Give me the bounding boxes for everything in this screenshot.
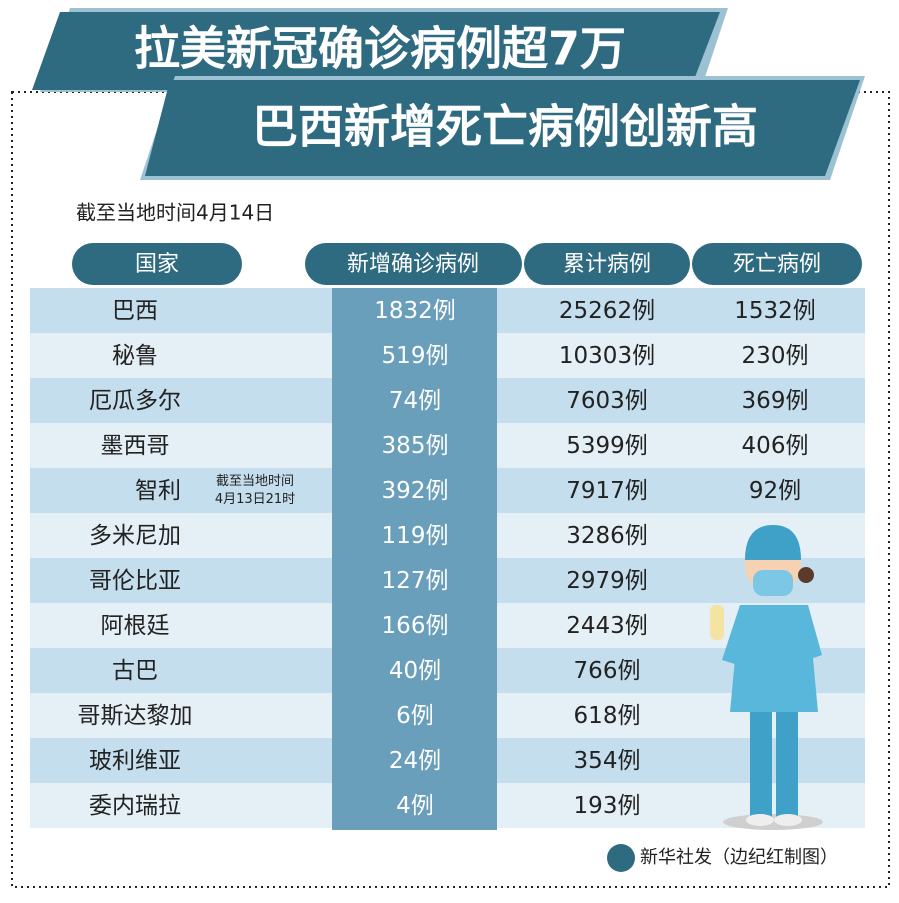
- cell: 2979例: [566, 568, 648, 594]
- header-pill: [692, 243, 862, 285]
- cell: 406例: [742, 433, 809, 459]
- cell: 24例: [389, 748, 441, 774]
- cell: 4例: [396, 793, 434, 819]
- cell: 92例: [749, 478, 801, 504]
- logo: [607, 844, 635, 872]
- cell: 230例: [742, 343, 809, 369]
- header-pill: [72, 243, 242, 285]
- cell: 166例: [382, 613, 449, 639]
- subtitle: 截至当地时间4月14日: [76, 201, 274, 225]
- cell: 1832例: [374, 298, 456, 324]
- banner: [32, 12, 720, 90]
- cell: 392例: [382, 478, 449, 504]
- country: 阿根廷: [101, 613, 170, 639]
- country: 古巴: [112, 658, 158, 684]
- country: 智利: [135, 478, 181, 504]
- cell: 6例: [396, 703, 434, 729]
- country: 秘鲁: [112, 343, 158, 369]
- cell: 1532例: [734, 298, 816, 324]
- cell: 127例: [382, 568, 449, 594]
- note: 截至当地时间: [216, 474, 294, 489]
- header-label: 新增确诊病例: [347, 252, 479, 277]
- cell: 7603例: [566, 388, 648, 414]
- country: 委内瑞拉: [89, 793, 181, 819]
- country: 哥斯达黎加: [78, 703, 193, 729]
- cell: 618例: [574, 703, 641, 729]
- header-label: 国家: [135, 252, 179, 277]
- country: 哥伦比亚: [89, 568, 181, 594]
- cell: 519例: [382, 343, 449, 369]
- country: 多米尼加: [89, 523, 181, 549]
- banner: [145, 80, 860, 176]
- nurse: [710, 525, 823, 830]
- cell: 3286例: [566, 523, 648, 549]
- cell: 385例: [382, 433, 449, 459]
- country: 巴西: [112, 298, 158, 324]
- header-label: 死亡病例: [733, 252, 821, 277]
- cell: 354例: [574, 748, 641, 774]
- cell: 25262例: [559, 298, 655, 324]
- header-pill: [524, 243, 690, 285]
- title: 拉美新冠确诊病例超7万: [134, 22, 626, 76]
- country: 玻利维亚: [89, 748, 181, 774]
- cell: 7917例: [566, 478, 648, 504]
- header-label: 累计病例: [563, 252, 651, 277]
- country: 厄瓜多尔: [89, 388, 181, 414]
- cell: 766例: [574, 658, 641, 684]
- title: 巴西新增死亡病例创新高: [252, 100, 758, 154]
- cell: 193例: [574, 793, 641, 819]
- country: 墨西哥: [101, 433, 170, 459]
- cell: 40例: [389, 658, 441, 684]
- header-pill: [305, 243, 522, 285]
- credit: 新华社发（边纪红制图）: [640, 847, 838, 868]
- cell: 369例: [742, 388, 809, 414]
- note: 4月13日21时: [215, 492, 295, 507]
- cell: 119例: [382, 523, 449, 549]
- highlight-column: [332, 288, 497, 830]
- cell: 10303例: [559, 343, 655, 369]
- cell: 5399例: [566, 433, 648, 459]
- cell: 74例: [389, 388, 441, 414]
- cell: 2443例: [566, 613, 648, 639]
